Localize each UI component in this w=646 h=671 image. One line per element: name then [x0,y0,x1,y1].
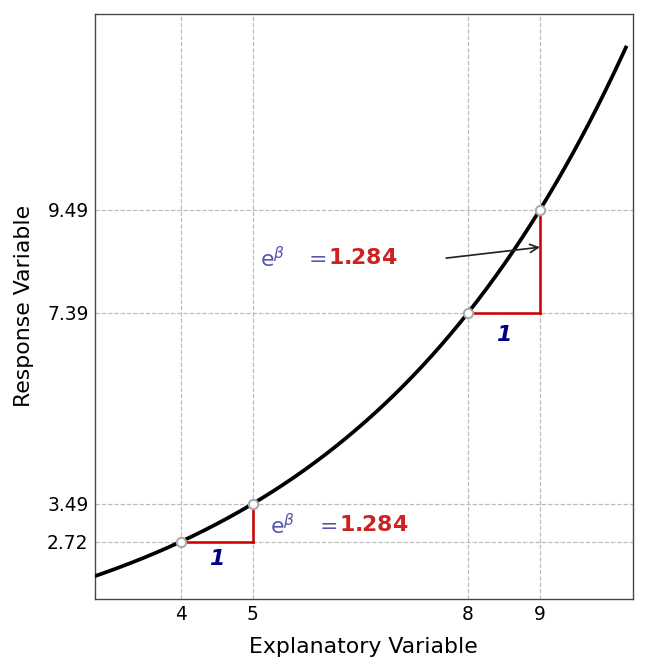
Text: $\mathbf{1.284}$: $\mathbf{1.284}$ [328,248,397,268]
Text: $\mathrm{e}^{\beta}$: $\mathrm{e}^{\beta}$ [260,246,284,271]
Text: 1: 1 [209,549,224,569]
Text: $=$: $=$ [304,248,326,268]
Text: $\mathrm{e}^{\beta}$: $\mathrm{e}^{\beta}$ [270,513,295,538]
Text: $\mathbf{1.284}$: $\mathbf{1.284}$ [339,515,408,535]
Y-axis label: Response Variable: Response Variable [14,205,34,407]
Text: 1: 1 [495,325,511,345]
X-axis label: Explanatory Variable: Explanatory Variable [249,637,478,658]
Text: $=$: $=$ [315,515,337,535]
